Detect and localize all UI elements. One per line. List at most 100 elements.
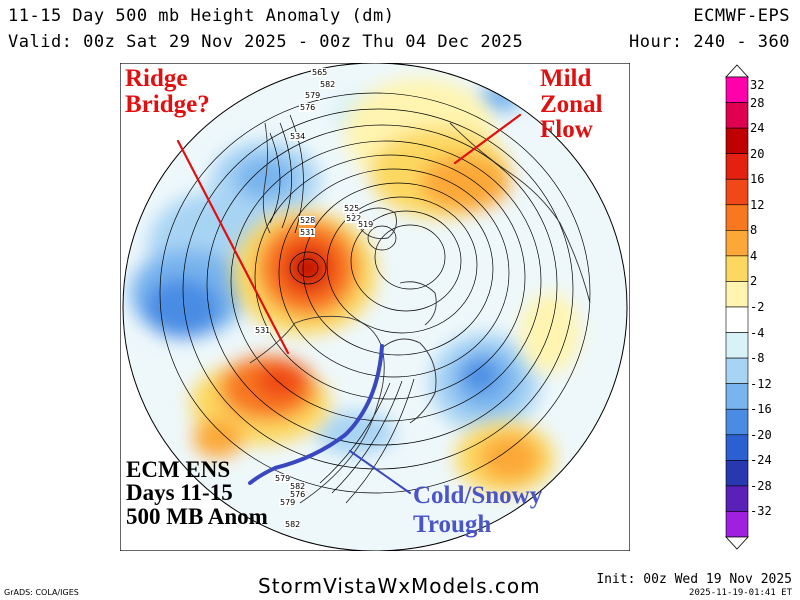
height-label-bg <box>299 228 315 237</box>
colorbar-swatch <box>725 460 749 487</box>
ens-line-2: Days 11-15 <box>126 480 233 506</box>
trough-axis-west <box>248 433 347 485</box>
height-label: 576 <box>290 490 305 499</box>
colorbar-swatch <box>725 408 749 436</box>
height-label-bg <box>299 103 315 112</box>
colorbar-label: -24 <box>750 453 772 468</box>
height-label-bg <box>279 498 295 507</box>
trough-line-1: Cold/Snowy <box>413 482 543 509</box>
ensemble-annotation: ECM ENS Days 11-15 500 MB Anom <box>126 457 268 529</box>
height-label: 534 <box>290 132 305 141</box>
height-label: 579 <box>305 91 320 100</box>
trough-annotation: Cold/Snowy Trough <box>413 482 542 540</box>
grads-credit: GrADS: COLA/IGES <box>4 588 79 597</box>
trough-arrow <box>349 450 411 494</box>
colorbar-label: -32 <box>750 504 772 519</box>
colorbar-label: -20 <box>750 427 772 442</box>
colorbar-label: 4 <box>750 248 758 263</box>
ens-line-1: ECM ENS <box>126 457 231 482</box>
colorbar-swatch <box>725 153 749 180</box>
colorbar-label: -4 <box>750 325 765 340</box>
height-label-bg <box>289 132 305 141</box>
height-contours <box>159 92 591 504</box>
zonal-line-3: Flow <box>540 116 593 143</box>
height-label: 576 <box>300 103 315 112</box>
height-label-bg <box>319 80 335 89</box>
zonal-arrow <box>453 113 522 165</box>
positive-anomalies <box>190 78 580 494</box>
colorbar-swatch <box>725 127 749 154</box>
height-anomaly-map: 5655825795765345285315255225195315795825… <box>120 63 630 551</box>
height-label: 531 <box>255 326 270 335</box>
colorbar-label: -8 <box>750 351 765 366</box>
site-watermark: StormVistaWxModels.com <box>258 574 541 598</box>
height-label-bg <box>311 68 327 77</box>
forecast-hours: Hour: 240 - 360 <box>628 32 790 52</box>
colorbar-swatch <box>725 511 749 538</box>
ridge-arrow <box>176 139 290 355</box>
height-label: 582 <box>290 482 305 491</box>
colorbar-label: 8 <box>750 223 758 238</box>
colorbar-label: -12 <box>750 376 772 391</box>
height-label: 525 <box>344 204 359 213</box>
colorbar-swatch <box>725 76 749 103</box>
colorbar-label: 32 <box>750 78 765 92</box>
ens-line-3: 500 MB Anom <box>126 503 268 529</box>
colorbar-bottom-arrow <box>725 536 749 550</box>
colorbar-label: 20 <box>750 146 765 161</box>
colorbar-swatch <box>725 434 749 461</box>
valid-period: Valid: 00z Sat 29 Nov 2025 - 00z Thu 04 … <box>8 32 524 52</box>
model-name: ECMWF-EPS <box>693 6 790 26</box>
height-label: 582 <box>320 80 335 89</box>
colorbar-swatch <box>725 332 749 359</box>
height-labels: 5655825795765345285315255225195315795825… <box>254 68 373 529</box>
height-label-bg <box>274 474 290 483</box>
colorbar-top-arrow <box>725 64 749 78</box>
height-label: 528 <box>300 216 315 225</box>
height-label: 579 <box>280 498 295 507</box>
colorbar-label: 24 <box>750 121 765 136</box>
height-label-bg <box>357 220 373 229</box>
colorbar-label: -28 <box>750 478 772 493</box>
colorbar-swatch <box>725 255 749 282</box>
colorbar-swatch <box>725 306 749 333</box>
colorbar-swatch <box>725 383 749 410</box>
height-label-bg <box>289 482 305 491</box>
generated-timestamp: 2025-11-19-01:41 ET <box>689 588 792 598</box>
height-label: 565 <box>312 68 327 77</box>
height-label-bg <box>299 216 315 225</box>
anomaly-colorbar <box>725 64 749 550</box>
height-label-bg <box>304 91 320 100</box>
map-title: 11-15 Day 500 mb Height Anomaly (dm) <box>8 6 395 26</box>
height-label-bg <box>343 204 359 213</box>
height-label-bg <box>254 326 270 335</box>
ridge-line-2: Bridge? <box>125 90 210 118</box>
init-time: Init: 00z Wed 19 Nov 2025 <box>596 572 792 587</box>
height-label: 531 <box>300 228 315 237</box>
ridge-line-1: Ridge <box>125 65 188 92</box>
annotation-arrows <box>176 113 522 494</box>
height-label-bg <box>345 214 361 223</box>
colorbar-swatch <box>725 204 749 231</box>
height-label: 582 <box>285 520 300 529</box>
colorbar-label: 28 <box>750 95 765 110</box>
anomaly-field <box>123 63 627 551</box>
trough-line-2: Trough <box>413 510 492 538</box>
height-label-bg <box>289 490 305 499</box>
zonal-line-1: Mild <box>540 65 592 92</box>
zonal-annotation: Mild Zonal Flow <box>540 66 603 143</box>
colorbar-swatch <box>725 178 749 206</box>
height-label: 522 <box>346 214 361 223</box>
height-label: 579 <box>275 474 290 483</box>
ridge-annotation: Ridge Bridge? <box>125 66 210 117</box>
map-domain-edge <box>122 63 628 551</box>
trough-axis-north <box>343 344 384 437</box>
zonal-line-2: Zonal <box>540 90 603 118</box>
colorbar-swatch <box>725 230 749 257</box>
height-label-bg <box>284 520 300 529</box>
colorbar-label: 12 <box>750 197 765 212</box>
colorbar-swatch <box>725 485 749 512</box>
colorbar-swatch <box>725 357 749 384</box>
colorbar-swatch <box>725 102 749 129</box>
colorbar-label: 2 <box>750 274 758 289</box>
